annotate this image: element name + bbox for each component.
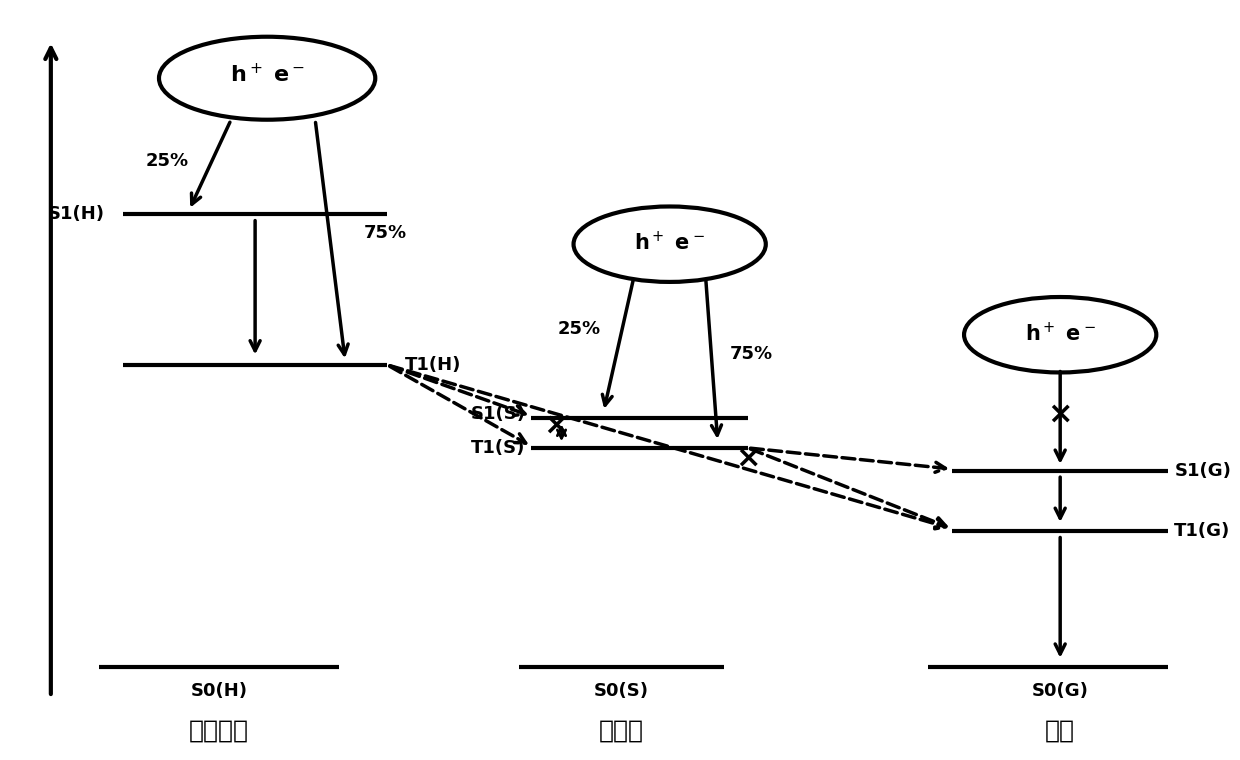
Text: S0(S): S0(S) [594, 682, 649, 700]
Text: ×: × [735, 444, 760, 473]
Text: h$^+$ e$^-$: h$^+$ e$^-$ [634, 231, 706, 255]
Text: 染料: 染料 [1045, 719, 1075, 743]
Text: S1(S): S1(S) [470, 405, 526, 423]
Text: 25%: 25% [558, 320, 601, 337]
Text: ×: × [1048, 400, 1073, 429]
Text: h$^+$ e$^-$: h$^+$ e$^-$ [229, 63, 305, 86]
Text: S1(G): S1(G) [1174, 461, 1231, 480]
Text: 主体材料: 主体材料 [188, 719, 249, 743]
Text: S0(H): S0(H) [191, 682, 248, 700]
Text: T1(S): T1(S) [471, 439, 526, 457]
Text: S0(G): S0(G) [1032, 682, 1089, 700]
Text: T1(H): T1(H) [405, 356, 461, 374]
Text: 敏化剂: 敏化剂 [599, 719, 644, 743]
Text: S1(H): S1(H) [48, 205, 105, 223]
Text: h$^+$ e$^-$: h$^+$ e$^-$ [1024, 321, 1096, 345]
Text: 25%: 25% [146, 152, 188, 170]
Text: 75%: 75% [730, 344, 773, 363]
Text: ×: × [543, 410, 568, 440]
Text: T1(G): T1(G) [1174, 522, 1230, 540]
Text: 75%: 75% [363, 224, 407, 242]
